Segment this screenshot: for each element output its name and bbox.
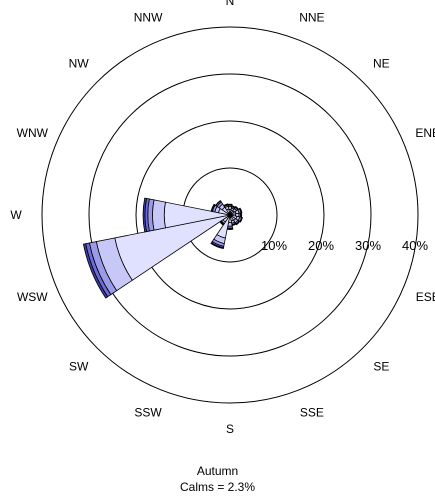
direction-label-wnw: WNW [17,126,49,140]
direction-label-n: N [226,0,235,8]
direction-label-w: W [10,208,22,222]
petal-e-band-5 [240,212,243,218]
direction-label-ssw: SSW [134,406,162,420]
direction-label-s: S [226,422,234,436]
petal-w-band-5 [142,197,148,233]
ring-label-4: 40% [402,238,428,253]
direction-label-ese: ESE [416,290,435,304]
direction-label-ene: ENE [415,126,435,140]
direction-label-nw: NW [69,57,90,71]
direction-label-sw: SW [69,359,89,373]
petal-s-band-5 [226,228,234,230]
petal-wnw-band-5 [210,203,215,212]
calms-caption: Calms = 2.3% [179,480,256,494]
range-ring-3 [88,73,372,357]
ring-labels: 10% 20% 30% 40% [261,238,428,253]
wind-petals [82,197,243,299]
direction-label-nnw: NNW [134,10,163,24]
direction-label-nne: NNE [299,10,324,24]
petal-ene-band-5 [239,207,243,214]
petal-w-band-2 [152,199,166,231]
petal-se-band-5 [235,220,241,226]
petal-n-band-5 [227,203,233,206]
petal-wsw-band-5 [82,243,109,299]
petal-nnw-band-5 [223,203,229,207]
ring-label-2: 20% [308,238,334,253]
ring-label-3: 30% [355,238,381,253]
petal-nw-band-5 [214,199,222,207]
range-ring-4 [41,26,419,404]
ring-label-1: 10% [261,238,287,253]
range-ring-2 [135,120,325,310]
direction-label-ne: NE [373,57,390,71]
season-caption: Autumn [196,464,239,478]
direction-label-se: SE [373,359,389,373]
petal-ssw-band-5 [210,242,224,250]
petal-ese-band-5 [239,216,243,223]
direction-label-sse: SSE [300,406,324,420]
direction-label-wsw: WSW [17,290,48,304]
direction-labels: NNNENEENEEESESESSESSSWSWWSWWWNWNWNNW [10,0,435,436]
range-rings [41,26,419,404]
